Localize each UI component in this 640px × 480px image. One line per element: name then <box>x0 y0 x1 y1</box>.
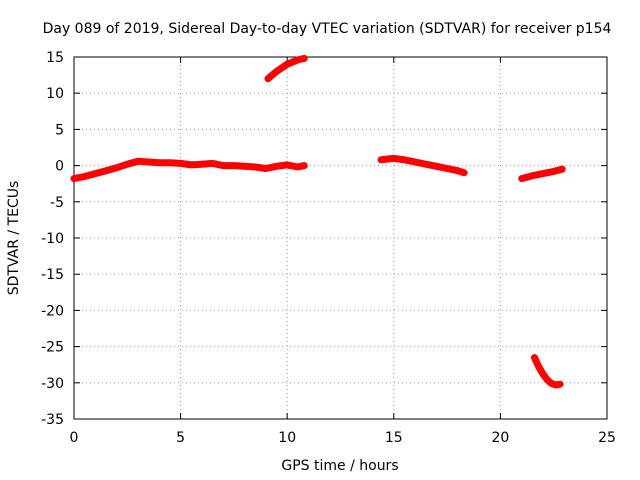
plot-frame <box>73 56 608 420</box>
data-point <box>265 75 271 82</box>
x-tick-label: 15 <box>385 430 403 446</box>
data-point <box>540 371 546 378</box>
data-point <box>294 56 301 63</box>
x-tick-label: 10 <box>278 430 296 446</box>
data-point <box>145 159 152 165</box>
data-point <box>461 169 468 176</box>
data-point <box>401 156 408 163</box>
y-tick-label: -30 <box>41 376 64 392</box>
data-point <box>529 172 536 179</box>
data-point <box>177 160 184 167</box>
data-point <box>301 55 308 62</box>
y-axis-label: SDTVAR / TECUs <box>6 181 22 296</box>
data-point <box>378 156 384 163</box>
data-point <box>92 170 99 177</box>
data-point <box>209 160 216 167</box>
data-point <box>241 163 248 170</box>
y-tick-label: -15 <box>41 267 64 283</box>
y-tick-label: -20 <box>41 303 64 319</box>
data-point <box>103 167 109 174</box>
y-tick-label: -35 <box>41 412 64 428</box>
data-point <box>559 166 566 173</box>
data-point <box>518 175 525 182</box>
data-point <box>535 363 542 370</box>
data-point <box>230 162 237 169</box>
data-point <box>220 162 227 169</box>
data-point <box>273 163 280 170</box>
data-point <box>284 61 291 68</box>
data-point <box>273 68 280 75</box>
x-tick-label: 20 <box>491 430 509 446</box>
y-tick-label: -25 <box>41 340 64 356</box>
data-point <box>540 170 546 177</box>
data-point <box>294 164 301 170</box>
y-tick-label: 15 <box>46 50 64 66</box>
data-point <box>550 168 557 175</box>
data-point <box>262 165 269 172</box>
data-point <box>422 161 429 168</box>
data-point <box>188 161 195 168</box>
y-tick-label: 5 <box>55 122 64 138</box>
x-tick-label: 5 <box>176 430 185 446</box>
data-point <box>81 173 88 180</box>
y-tick-label: -10 <box>41 231 64 247</box>
x-axis-label: GPS time / hours <box>281 458 398 474</box>
chart-title: Day 089 of 2019, Sidereal Day-to-day VTE… <box>43 21 612 37</box>
data-point <box>156 159 163 166</box>
x-tick-label: 25 <box>598 430 616 446</box>
grid <box>74 57 607 419</box>
data-point <box>433 163 440 170</box>
data-point <box>284 161 291 168</box>
data-point <box>166 159 173 166</box>
y-tick-label: 0 <box>55 159 64 175</box>
x-tick-label: 0 <box>70 430 79 446</box>
data-series <box>70 54 566 389</box>
data-point <box>557 381 564 388</box>
data-point <box>544 376 551 383</box>
data-point <box>454 167 461 174</box>
data-point <box>444 165 451 172</box>
data-point <box>135 158 141 165</box>
y-tick-label: -5 <box>50 195 64 211</box>
data-point <box>71 175 77 182</box>
data-point <box>390 155 397 162</box>
data-point <box>113 164 120 171</box>
data-point <box>531 354 538 361</box>
data-point <box>412 159 419 165</box>
data-point <box>198 161 205 168</box>
y-tick-label: 10 <box>46 86 64 102</box>
axis-ticks: 0 5 10 15 20 25 15 10 5 0 -5 -10 -15 -20 -25 -30 -35 <box>41 50 616 446</box>
data-point <box>252 164 259 170</box>
data-point <box>301 162 308 169</box>
data-point <box>124 161 131 168</box>
